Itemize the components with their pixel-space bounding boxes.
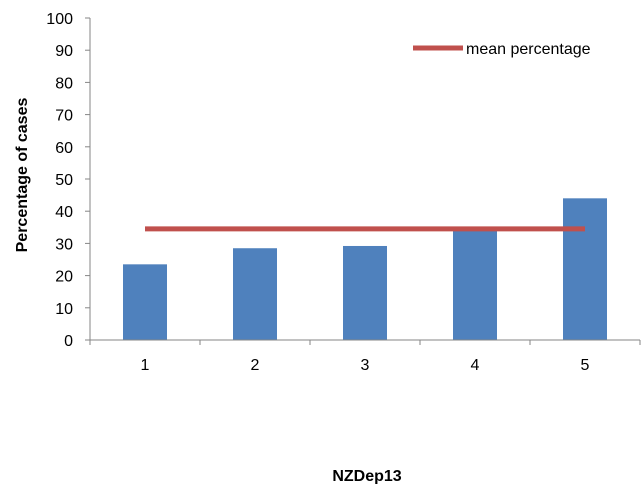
legend: mean percentage: [413, 41, 591, 58]
y-tick-label: 60: [55, 140, 73, 157]
bar-2: [233, 248, 277, 340]
y-tick-label: 40: [55, 204, 73, 221]
bar-series: [123, 198, 607, 340]
legend-label-mean-percentage: mean percentage: [466, 41, 591, 58]
y-tick-label: 0: [64, 333, 73, 350]
x-tick-label: 1: [141, 357, 150, 374]
x-tick-label: 4: [471, 357, 480, 374]
y-axis-title: Percentage of cases: [14, 98, 31, 253]
y-tick-label: 100: [46, 11, 73, 28]
x-tick-label: 3: [361, 357, 370, 374]
y-tick-label: 30: [55, 236, 73, 253]
x-axis-title: NZDep13: [332, 468, 401, 484]
y-tick-label: 50: [55, 172, 73, 189]
bar-1: [123, 264, 167, 340]
x-tick-label: 2: [251, 357, 260, 374]
x-tick-label: 5: [581, 357, 590, 374]
y-tick-label: 80: [55, 75, 73, 92]
x-axis-ticks: 1 2 3 4 5: [89, 340, 641, 374]
y-axis-ticks: 0 10 20 30 40 50 60 70 80 90 100: [46, 11, 90, 350]
y-tick-label: 90: [55, 43, 73, 60]
y-tick-label: 20: [55, 269, 73, 286]
bar-5: [563, 198, 607, 340]
y-tick-label: 70: [55, 108, 73, 125]
bar-4: [453, 228, 497, 340]
y-tick-label: 10: [55, 301, 73, 318]
bar-3: [343, 245, 387, 340]
